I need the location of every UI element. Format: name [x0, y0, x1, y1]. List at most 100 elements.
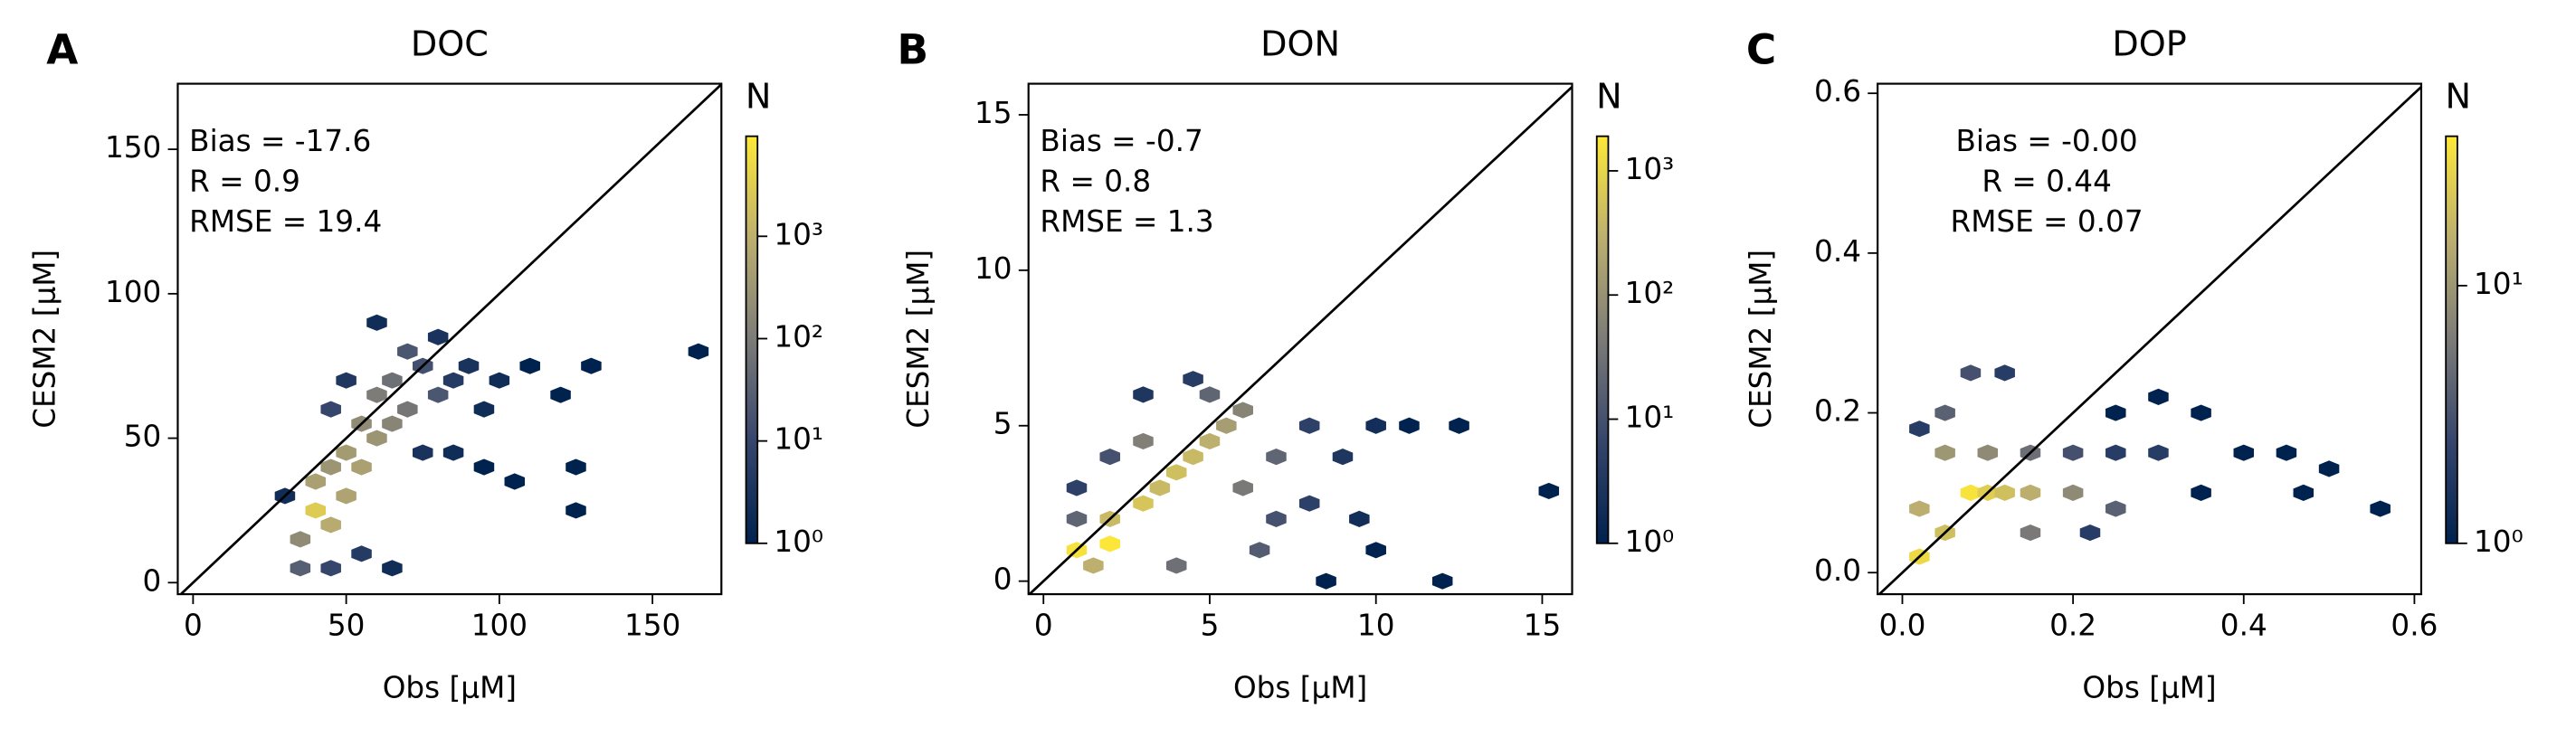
- hexbin-cell: [1365, 542, 1386, 559]
- hexbin-cell: [336, 444, 356, 461]
- panel-label: C: [1746, 26, 1776, 74]
- y-tick-label: 0: [993, 562, 1012, 597]
- hexbin-cell: [382, 415, 403, 432]
- hexbin-cell: [1183, 449, 1203, 466]
- colorbar-tick-label: 10⁰: [1625, 524, 1675, 559]
- hexbin-cell: [1232, 402, 1253, 419]
- hexbin-cell: [382, 560, 403, 577]
- hexbin-cell: [1199, 432, 1221, 450]
- stat-annotation: RMSE = 1.3: [1040, 204, 1213, 239]
- hexbin-cell: [566, 502, 586, 519]
- hexbin-cell: [2079, 524, 2101, 542]
- hexbin-cell: [2318, 460, 2340, 477]
- hexbin-cell: [1909, 500, 1930, 517]
- chart-title: DON: [1260, 24, 1340, 63]
- hexbin-cell: [1165, 464, 1187, 481]
- y-tick-label: 10: [974, 251, 1012, 286]
- stat-annotation: R = 0.8: [1040, 164, 1151, 198]
- colorbar-tick-label: 10⁰: [2474, 524, 2524, 559]
- colorbar-tick-label: 10¹: [2474, 267, 2524, 301]
- hexbin-cell: [427, 386, 449, 403]
- y-tick-label: 5: [993, 407, 1012, 441]
- chart-title: DOC: [411, 24, 489, 63]
- x-tick-label: 0.2: [2049, 608, 2096, 642]
- hexbin-cell: [351, 458, 372, 476]
- x-tick-label: 5: [1201, 608, 1220, 642]
- hexbin-cell: [2020, 524, 2041, 542]
- hexbin-cell: [2105, 444, 2126, 461]
- hexbin-cell: [1431, 572, 1453, 590]
- hexbin-cell: [1934, 444, 1955, 461]
- hexbin-cell: [397, 401, 418, 418]
- hexbin-cell: [1332, 449, 1354, 466]
- colorbar: [745, 135, 759, 544]
- hexbin-cell: [1083, 557, 1104, 574]
- hexbin-cell: [489, 372, 510, 389]
- hexbin-cell: [290, 531, 311, 548]
- hexbin-cell: [397, 343, 418, 360]
- x-tick-label: 0.0: [1879, 608, 1926, 642]
- stat-annotation: R = 0.9: [189, 164, 300, 198]
- hexbin-cell: [1909, 420, 1930, 438]
- colorbar-label: N: [1596, 76, 1622, 116]
- one-to-one-line: [179, 83, 723, 596]
- hexbin-cell: [1994, 484, 2015, 501]
- colorbar-tick-label: 10³: [774, 217, 823, 251]
- y-tick-label: 100: [105, 275, 161, 309]
- y-tick-label: 50: [124, 420, 162, 454]
- x-tick-label: 0.6: [2391, 608, 2438, 642]
- hexbin-cell: [1099, 449, 1120, 466]
- colorbar-tick-label: 10²: [1625, 276, 1675, 310]
- stat-annotation: RMSE = 0.07: [1951, 204, 2143, 239]
- hexbin-cell: [1066, 479, 1088, 496]
- hexbin-cell: [320, 401, 341, 418]
- hexbin-cell: [550, 386, 571, 403]
- hexbin-cell: [688, 343, 709, 360]
- hexbin-cell: [458, 357, 480, 374]
- hexbin-cell: [1133, 386, 1154, 403]
- hexbin-cell: [1133, 432, 1154, 450]
- x-axis-label: Obs [µM]: [1233, 670, 1367, 704]
- hexbin-cell: [1149, 479, 1171, 496]
- hexbin-cell: [305, 473, 327, 490]
- hexbin-cell: [2105, 500, 2126, 517]
- x-tick-label: 50: [328, 608, 366, 642]
- panel-label: B: [897, 26, 928, 74]
- stat-annotation: Bias = -0.7: [1040, 124, 1202, 158]
- hexbin-cell: [1538, 482, 1560, 500]
- hexbin-cell: [442, 372, 464, 389]
- hexbin-cell: [1365, 417, 1386, 434]
- stat-annotation: RMSE = 19.4: [189, 204, 382, 239]
- plot-area: [1066, 371, 1560, 590]
- hexbin-cell: [1977, 444, 1999, 461]
- axes-frame: [1027, 82, 1573, 596]
- hexbin-cell: [1449, 417, 1469, 434]
- colorbar-tick-label: 10²: [774, 319, 823, 354]
- x-tick-label: 15: [1524, 608, 1562, 642]
- hexbin-cell: [1349, 510, 1370, 527]
- hexbin-cell: [2020, 484, 2041, 501]
- y-axis-label: CESM2 [µM]: [1744, 250, 1778, 429]
- hexbin-cell: [1133, 495, 1154, 512]
- hexbin-cell: [1165, 557, 1187, 574]
- hexbin-cell: [581, 357, 602, 374]
- hexbin-cell: [2233, 444, 2255, 461]
- x-axis-label: Obs [µM]: [2082, 670, 2216, 704]
- hexbin-cell: [473, 458, 495, 476]
- hexbin-cell: [1266, 510, 1287, 527]
- x-tick-label: 150: [624, 608, 680, 642]
- plot-area: [1909, 364, 2391, 565]
- hexbin-cell: [320, 560, 341, 577]
- hexbin-cell: [427, 328, 449, 345]
- x-tick-label: 0.4: [2220, 608, 2267, 642]
- hexbin-cell: [1183, 371, 1203, 388]
- x-tick-label: 0: [184, 608, 203, 642]
- y-tick-label: 150: [105, 130, 161, 165]
- hexbin-cell: [1994, 364, 2015, 382]
- hexbin-cell: [2191, 484, 2211, 501]
- y-tick-label: 0.4: [1814, 234, 1861, 269]
- hexbin-cell: [1066, 510, 1088, 527]
- hexbin-cell: [566, 458, 586, 476]
- hexbin-cell: [442, 444, 464, 461]
- hexbin-cell: [2370, 500, 2391, 517]
